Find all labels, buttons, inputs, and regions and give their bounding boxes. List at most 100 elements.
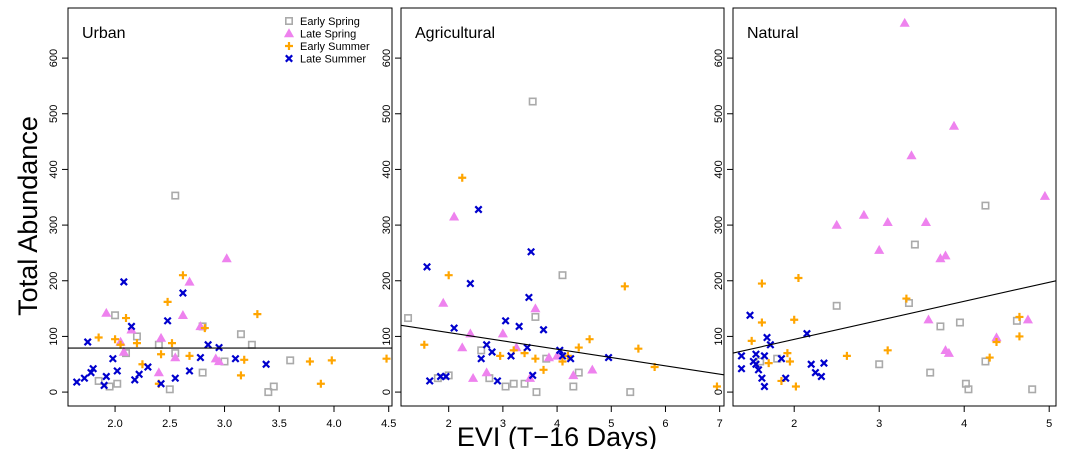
x-tick-label: 4 (961, 418, 967, 430)
legend-marker-late-summer (285, 54, 293, 63)
point-late-summer (72, 378, 81, 387)
y-tick-label: 0 (48, 389, 60, 395)
x-tick-label: 3.5 (272, 418, 287, 430)
y-tick-label: 500 (48, 105, 60, 123)
point-late-spring (1039, 190, 1051, 200)
point-late-spring (882, 217, 893, 227)
point-late-spring (101, 307, 112, 317)
point-early-summer (116, 340, 125, 349)
point-late-spring (906, 150, 917, 160)
x-tick-label: 3 (876, 418, 882, 430)
point-late-spring (118, 346, 129, 356)
point-late-spring (943, 347, 954, 357)
point-early-spring (171, 191, 180, 200)
point-late-spring (153, 367, 164, 377)
x-tick-label: 2 (791, 418, 797, 430)
point-late-summer (119, 277, 128, 286)
point-late-spring (948, 120, 960, 130)
point-early-summer (163, 297, 172, 306)
point-late-summer (501, 316, 510, 325)
plot-area (733, 17, 1056, 394)
point-early-summer (305, 357, 314, 366)
point-late-summer (425, 376, 434, 385)
point-early-summer (757, 279, 766, 288)
point-late-summer (423, 262, 431, 271)
point-early-spring (477, 346, 486, 355)
point-early-spring (955, 318, 964, 327)
point-early-spring (94, 376, 103, 385)
point-late-summer (737, 351, 746, 360)
x-tick-label: 6 (662, 418, 668, 430)
point-early-summer (531, 354, 540, 363)
point-early-summer (712, 382, 721, 391)
point-early-summer (790, 315, 799, 324)
point-late-summer (817, 372, 826, 381)
point-early-spring (528, 97, 537, 106)
point-late-spring (184, 276, 195, 286)
point-late-summer (100, 381, 109, 390)
point-late-summer (171, 374, 180, 383)
point-late-spring (587, 364, 598, 374)
y-axis-label: Total Abundance (13, 116, 43, 316)
point-early-summer (444, 271, 453, 280)
y-tick-label: 100 (381, 327, 393, 345)
point-early-spring (501, 382, 510, 391)
trend-line (401, 324, 724, 376)
point-late-spring (468, 372, 479, 382)
point-early-summer (747, 336, 756, 345)
y-tick-label: 300 (381, 216, 393, 234)
point-early-spring (198, 368, 207, 377)
point-late-summer (811, 368, 820, 377)
point-early-summer (200, 324, 209, 333)
point-early-spring (105, 382, 114, 391)
point-early-summer (558, 357, 567, 366)
point-late-summer (127, 322, 136, 331)
point-late-summer (89, 364, 98, 373)
point-early-summer (327, 356, 336, 365)
point-early-summer (185, 351, 194, 360)
point-late-summer (185, 366, 194, 375)
x-tick-label: 3 (500, 418, 506, 430)
point-early-summer (496, 351, 505, 360)
point-early-spring (936, 322, 945, 331)
point-late-spring (177, 310, 188, 319)
point-early-spring (626, 388, 635, 397)
point-late-summer (204, 340, 213, 349)
y-tick-label: 400 (381, 160, 393, 178)
point-early-spring (286, 356, 295, 365)
point-early-spring (756, 357, 765, 366)
point-late-spring (940, 250, 951, 260)
point-late-summer (113, 366, 122, 375)
point-early-summer (132, 339, 141, 348)
point-early-summer (382, 354, 391, 363)
point-late-summer (781, 374, 790, 383)
point-early-summer (783, 349, 792, 358)
point-late-summer (87, 368, 95, 377)
point-late-summer (566, 354, 575, 363)
point-early-spring (404, 314, 413, 323)
point-late-summer (178, 289, 187, 297)
plot-frame (400, 7, 725, 407)
panel-title: Urban (82, 25, 126, 42)
point-early-summer (420, 340, 429, 349)
y-tick-label: 400 (713, 160, 725, 178)
y-tick-label: 200 (48, 272, 60, 290)
point-early-summer (111, 335, 120, 344)
point-early-summer (1015, 312, 1024, 321)
point-late-spring (920, 217, 932, 227)
legend-marker-late-spring (283, 28, 295, 38)
point-late-summer (527, 247, 536, 256)
point-early-summer (122, 314, 131, 323)
point-early-spring (165, 385, 174, 394)
point-late-summer (450, 324, 459, 333)
point-late-spring (923, 314, 934, 324)
point-early-spring (269, 382, 278, 391)
point-early-summer (794, 273, 803, 282)
point-late-summer (760, 351, 769, 360)
y-tick-label: 0 (381, 389, 393, 395)
point-early-summer (902, 294, 911, 303)
point-late-summer (80, 374, 89, 383)
point-late-summer (157, 379, 166, 388)
x-axis-label: EVI (T−16 Days) (457, 422, 657, 449)
point-early-summer (316, 379, 325, 388)
